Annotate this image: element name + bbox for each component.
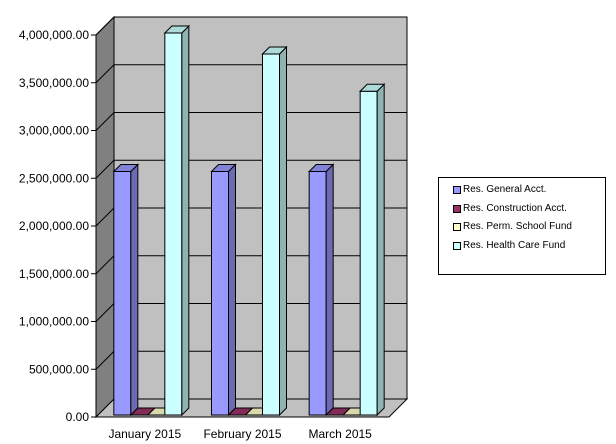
- y-tick-label: 3,000,000.00: [19, 124, 89, 138]
- x-tick-label: March 2015: [308, 427, 372, 441]
- gridline: [95, 207, 115, 227]
- bar-front: [211, 170, 229, 416]
- bar-top: [210, 163, 237, 172]
- bar-side: [376, 83, 385, 417]
- y-tick-label: 2,500,000.00: [19, 171, 89, 185]
- gridlines: [95, 16, 407, 370]
- bar-side: [228, 163, 236, 417]
- bar-top: [163, 25, 191, 34]
- legend-item: Res. Health Care Fund: [439, 240, 605, 259]
- legend-item: Res. Construction Acct.: [439, 203, 605, 222]
- gridline: [95, 112, 115, 131]
- y-tick-label: 3,500,000.00: [19, 76, 89, 90]
- legend-item: Res. Perm. School Fund: [439, 221, 605, 240]
- bar-front: [113, 170, 132, 416]
- bar-top: [307, 163, 335, 172]
- bar-top: [358, 83, 386, 92]
- bar-side: [181, 24, 190, 417]
- bar-front: [308, 170, 327, 416]
- legend-swatch: [453, 223, 461, 231]
- bar: [261, 45, 288, 417]
- bar: [358, 83, 386, 417]
- x-tick-label: January 2015: [108, 427, 181, 441]
- legend-label: Res. Construction Acct.: [463, 202, 567, 214]
- bar-top: [261, 46, 288, 55]
- legend-label: Res. Perm. School Fund: [463, 221, 572, 232]
- bar-side: [325, 163, 334, 417]
- gridline: [95, 159, 115, 179]
- legend: Res. General Acct. Res. Construction Acc…: [438, 177, 606, 275]
- bar-top: [112, 163, 140, 172]
- y-tick-label: 2,000,000.00: [19, 219, 89, 233]
- gridline: [95, 64, 115, 84]
- legend-swatch: [453, 186, 461, 194]
- y-tick-label: 500,000.00: [29, 362, 89, 376]
- legend-swatch: [453, 204, 461, 213]
- y-tick-label: 1,500,000.00: [19, 267, 89, 281]
- y-tick-label: 0.00: [66, 410, 90, 424]
- gridline: [95, 16, 115, 36]
- gridline: [95, 350, 115, 370]
- gridline: [95, 255, 115, 275]
- legend-swatch: [453, 241, 461, 250]
- bar: [210, 163, 237, 417]
- bar: [307, 163, 335, 417]
- bar-front: [164, 32, 183, 416]
- x-axis-labels: January 2015 February 2015 March 2015: [108, 427, 372, 441]
- bars: [112, 24, 386, 417]
- legend-item: Res. General Acct.: [439, 184, 605, 203]
- bar-front: [359, 90, 378, 416]
- bar-side: [130, 163, 139, 417]
- bar: [112, 163, 140, 417]
- y-axis-ticks: 0.00 500,000.00 1,000,000.00 1,500,000.00 2,…: [19, 28, 97, 424]
- bar: [163, 24, 191, 417]
- bar-front: [262, 53, 280, 416]
- legend-label: Res. Health Care Fund: [463, 239, 566, 251]
- y-tick-label: 1,000,000.00: [19, 315, 89, 329]
- y-tick-label: 4,000,000.00: [19, 28, 89, 42]
- x-tick-label: February 2015: [203, 427, 281, 441]
- gridline: [95, 303, 115, 322]
- bar-side: [279, 45, 287, 417]
- legend-label: Res. General Acct.: [463, 184, 547, 195]
